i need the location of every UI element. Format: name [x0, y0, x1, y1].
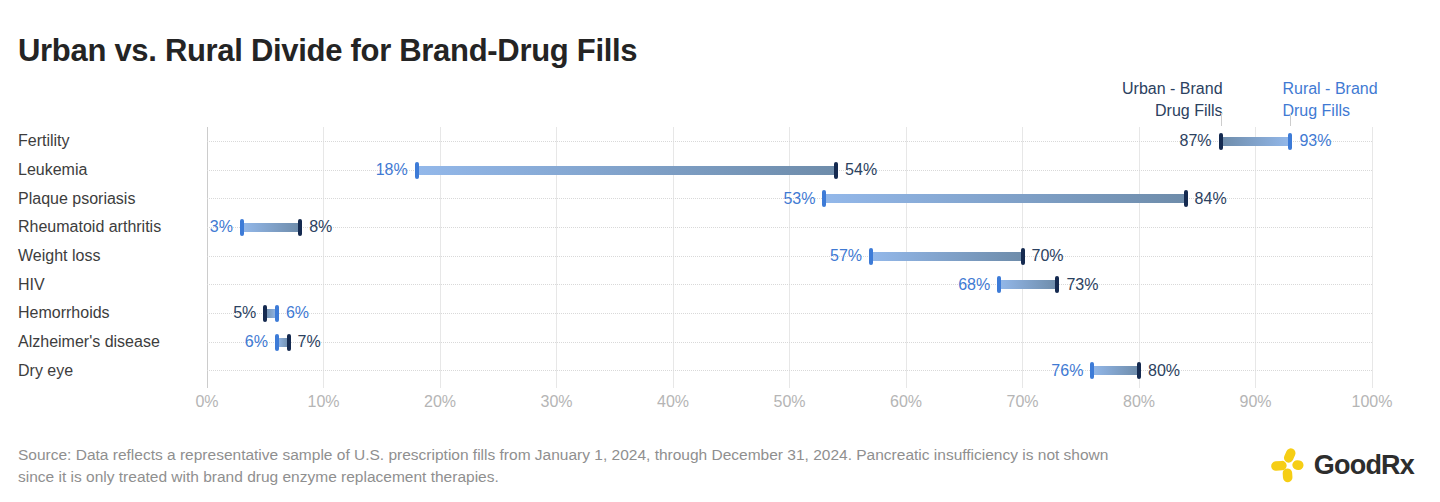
category-label: Alzheimer's disease	[18, 331, 160, 353]
value-label-urban: 5%	[175, 302, 256, 324]
value-label-rural: 57%	[781, 245, 862, 267]
legend-urban-line1: Urban - Brand	[1122, 78, 1223, 100]
x-tick-label: 70%	[988, 393, 1058, 411]
goodrx-cross-icon	[1269, 446, 1307, 484]
row-dotted-line	[207, 342, 1372, 343]
x-tick-label: 20%	[405, 393, 475, 411]
x-tick-label: 10%	[289, 393, 359, 411]
bar-cap-urban	[1219, 133, 1223, 150]
x-tick-label: 100%	[1337, 393, 1407, 411]
bar-cap-rural	[275, 334, 279, 351]
value-label-urban: 84%	[1195, 188, 1227, 210]
bar-cap-rural	[997, 276, 1001, 293]
dumbbell-bar-body	[871, 252, 1022, 261]
category-label: Leukemia	[18, 159, 87, 181]
goodrx-wordmark: GoodRx	[1314, 450, 1414, 481]
value-label-rural: 68%	[909, 274, 990, 296]
dumbbell-bar-body	[1221, 137, 1291, 146]
bar-cap-rural	[1288, 133, 1292, 150]
x-tick-label: 40%	[638, 393, 708, 411]
source-line-1: Source: Data reflects a representative s…	[18, 444, 1108, 466]
value-label-urban: 70%	[1032, 245, 1064, 267]
row-dotted-line	[207, 370, 1372, 371]
x-tick-label: 50%	[755, 393, 825, 411]
bar-cap-urban	[287, 334, 291, 351]
bar-cap-urban	[1184, 190, 1188, 207]
row-dotted-line	[207, 313, 1372, 314]
value-label-rural: 53%	[734, 188, 815, 210]
value-label-urban: 87%	[1131, 130, 1212, 152]
legend-rural-label: Rural - Brand Drug Fills	[1282, 78, 1377, 122]
value-label-rural: 6%	[187, 331, 268, 353]
value-label-rural: 3%	[152, 216, 233, 238]
grid-line	[1372, 127, 1373, 388]
value-label-urban: 8%	[309, 216, 332, 238]
x-tick-label: 80%	[1104, 393, 1174, 411]
x-tick-label: 90%	[1221, 393, 1291, 411]
category-label: HIV	[18, 274, 45, 296]
category-label: Hemorrhoids	[18, 302, 110, 324]
x-tick-label: 60%	[871, 393, 941, 411]
value-label-rural: 18%	[327, 159, 408, 181]
value-label-rural: 93%	[1299, 130, 1331, 152]
category-label: Fertility	[18, 130, 70, 152]
value-label-urban: 7%	[298, 331, 321, 353]
value-label-rural: 76%	[1002, 360, 1083, 382]
bar-cap-rural	[869, 248, 873, 265]
value-label-rural: 6%	[286, 302, 309, 324]
bar-cap-rural	[1090, 362, 1094, 379]
goodrx-logo: GoodRx	[1269, 446, 1414, 484]
grid-line	[1139, 127, 1140, 388]
bar-cap-urban	[298, 219, 302, 236]
bar-cap-urban	[1021, 248, 1025, 265]
bar-cap-urban	[1137, 362, 1141, 379]
legend-tick-urban	[1221, 113, 1222, 126]
bar-cap-urban	[834, 162, 838, 179]
legend-rural-line1: Rural - Brand	[1282, 78, 1377, 100]
bar-cap-rural	[415, 162, 419, 179]
dumbbell-bar-body	[1092, 366, 1139, 375]
dumbbell-bar-body	[417, 166, 836, 175]
x-tick-label: 30%	[522, 393, 592, 411]
row-dotted-line	[207, 227, 1372, 228]
bar-cap-urban	[1055, 276, 1059, 293]
chart-page: Urban vs. Rural Divide for Brand-Drug Fi…	[0, 0, 1440, 502]
value-label-urban: 73%	[1066, 274, 1098, 296]
x-tick-label: 0%	[172, 393, 242, 411]
legend-urban-label: Urban - Brand Drug Fills	[1122, 78, 1223, 122]
row-dotted-line	[207, 284, 1372, 285]
category-label: Weight loss	[18, 245, 100, 267]
value-label-urban: 80%	[1148, 360, 1180, 382]
legend-tick-rural	[1290, 113, 1291, 126]
category-label: Dry eye	[18, 360, 73, 382]
legend-urban-line2: Drug Fills	[1122, 100, 1223, 122]
bar-cap-rural	[275, 305, 279, 322]
grid-line	[323, 127, 324, 388]
dumbbell-bar-body	[824, 194, 1185, 203]
legend-rural-line2: Drug Fills	[1282, 100, 1377, 122]
category-label: Plaque psoriasis	[18, 188, 135, 210]
dumbbell-bar-body	[242, 223, 300, 232]
source-note: Source: Data reflects a representative s…	[18, 444, 1108, 488]
dumbbell-bar-body	[999, 280, 1057, 289]
grid-line	[1255, 127, 1256, 388]
category-label: Rheumatoid arthritis	[18, 216, 161, 238]
bar-cap-rural	[822, 190, 826, 207]
bar-cap-rural	[240, 219, 244, 236]
bar-cap-urban	[263, 305, 267, 322]
chart-title: Urban vs. Rural Divide for Brand-Drug Fi…	[18, 33, 637, 69]
value-label-urban: 54%	[845, 159, 877, 181]
source-line-2: since it is only treated with brand drug…	[18, 466, 1108, 488]
